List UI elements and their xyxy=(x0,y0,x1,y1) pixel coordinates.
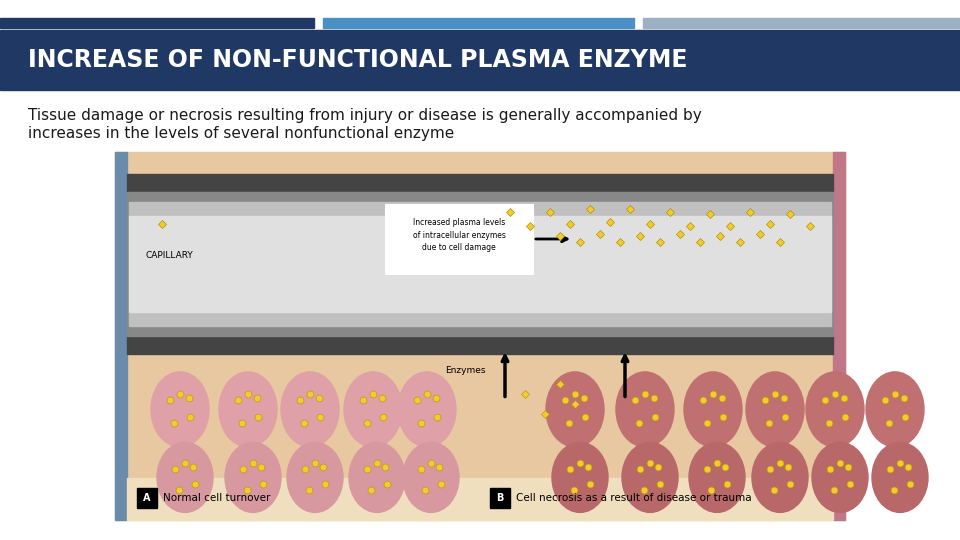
Ellipse shape xyxy=(689,442,745,512)
Bar xyxy=(115,152,127,520)
Ellipse shape xyxy=(746,372,804,447)
Bar xyxy=(490,488,510,508)
Text: Tissue damage or necrosis resulting from injury or disease is generally accompan: Tissue damage or necrosis resulting from… xyxy=(28,108,702,123)
Ellipse shape xyxy=(225,442,281,512)
Bar xyxy=(0,30,960,90)
Ellipse shape xyxy=(157,442,213,512)
Ellipse shape xyxy=(151,372,209,447)
Bar xyxy=(137,488,157,508)
Bar xyxy=(127,336,833,354)
Bar xyxy=(129,216,831,313)
Ellipse shape xyxy=(403,442,459,512)
Ellipse shape xyxy=(866,372,924,447)
Text: Cell necrosis as a result of disease or trauma: Cell necrosis as a result of disease or … xyxy=(516,493,752,503)
Ellipse shape xyxy=(872,442,928,512)
Ellipse shape xyxy=(684,372,742,447)
Bar xyxy=(643,18,960,28)
Ellipse shape xyxy=(552,442,608,512)
Ellipse shape xyxy=(281,372,339,447)
Ellipse shape xyxy=(546,372,604,447)
Bar xyxy=(127,174,833,192)
Ellipse shape xyxy=(349,442,405,512)
Ellipse shape xyxy=(219,372,277,447)
Text: B: B xyxy=(496,493,504,503)
Text: Normal cell turnover: Normal cell turnover xyxy=(163,493,271,503)
Ellipse shape xyxy=(287,442,343,512)
Bar xyxy=(833,152,845,520)
Text: increases in the levels of several nonfunctional enzyme: increases in the levels of several nonfu… xyxy=(28,126,454,141)
Bar xyxy=(127,478,833,520)
Ellipse shape xyxy=(344,372,402,447)
Text: A: A xyxy=(143,493,151,503)
Bar xyxy=(324,18,634,28)
Ellipse shape xyxy=(616,372,674,447)
Ellipse shape xyxy=(752,442,808,512)
Ellipse shape xyxy=(622,442,678,512)
Bar xyxy=(385,204,533,274)
Text: CAPILLARY: CAPILLARY xyxy=(145,251,193,260)
Text: INCREASE OF NON-FUNCTIONAL PLASMA ENZYME: INCREASE OF NON-FUNCTIONAL PLASMA ENZYME xyxy=(28,48,687,72)
Bar xyxy=(129,202,831,326)
Bar xyxy=(115,152,845,520)
Bar xyxy=(0,18,314,28)
Ellipse shape xyxy=(812,442,868,512)
Bar xyxy=(127,192,833,336)
Ellipse shape xyxy=(806,372,864,447)
Ellipse shape xyxy=(398,372,456,447)
Text: Increased plasma levels
of intracellular enzymes
due to cell damage: Increased plasma levels of intracellular… xyxy=(413,218,505,252)
Text: Enzymes: Enzymes xyxy=(445,367,486,375)
